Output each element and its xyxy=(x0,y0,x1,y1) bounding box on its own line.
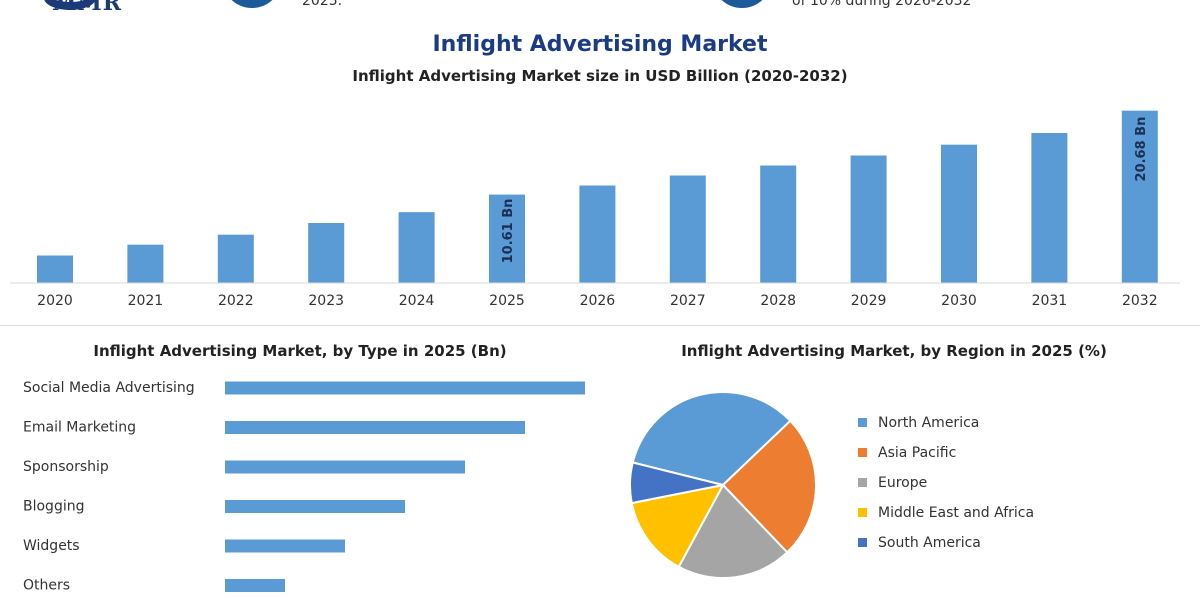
type-bar-email-marketing xyxy=(225,421,525,434)
logo-swoosh-icon xyxy=(44,0,96,10)
type-bar-others xyxy=(225,579,285,592)
type-label-others: Others xyxy=(23,578,70,594)
x-tick-2021: 2021 xyxy=(128,293,164,309)
bar-2022 xyxy=(217,234,254,283)
region-chart-title: Inflight Advertising Market, by Region i… xyxy=(681,342,1107,360)
x-tick-2020: 2020 xyxy=(37,293,73,309)
x-tick-2026: 2026 xyxy=(580,293,616,309)
legend-label-asia-pacific: Asia Pacific xyxy=(878,445,956,461)
brand-logo-text: MMR xyxy=(52,0,122,16)
bar-2026 xyxy=(579,185,616,283)
x-tick-2030: 2030 xyxy=(941,293,977,309)
x-tick-2029: 2029 xyxy=(851,293,887,309)
x-tick-2022: 2022 xyxy=(218,293,254,309)
x-tick-2027: 2027 xyxy=(670,293,706,309)
strip-text-left: 2025. xyxy=(302,0,343,9)
section-divider xyxy=(0,325,1200,326)
type-hbar-chart: Inflight Advertising Market, by Type in … xyxy=(23,342,585,594)
bar-2021 xyxy=(127,244,164,283)
legend-swatch-middle-east-and-africa xyxy=(858,508,867,517)
type-bar-blogging xyxy=(225,500,405,513)
pie-slice-middle-east-and-africa xyxy=(630,483,725,569)
chart-subtitle: Inflight Advertising Market size in USD … xyxy=(352,67,848,85)
data-label-2025: 10.61 Bn xyxy=(501,199,516,264)
pie-slice-north-america xyxy=(631,391,792,487)
x-tick-2024: 2024 xyxy=(399,293,435,309)
legend-swatch-south-america xyxy=(858,538,867,547)
type-label-widgets: Widgets xyxy=(23,538,80,554)
data-label-2032: 20.68 Bn xyxy=(1134,117,1149,182)
x-tick-2023: 2023 xyxy=(308,293,344,309)
type-bar-sponsorship xyxy=(225,460,465,474)
bar-2020 xyxy=(37,255,73,283)
legend-label-south-america: South America xyxy=(878,535,981,551)
pie-slice-asia-pacific xyxy=(721,419,817,554)
bar-2032 xyxy=(1121,110,1158,284)
bar-2029 xyxy=(850,155,887,283)
strip-text-right: of 10% during 2026-2032 xyxy=(792,0,972,9)
x-tick-2031: 2031 xyxy=(1032,293,1068,309)
page-title: Inflight Advertising Market xyxy=(432,32,768,57)
type-label-social-media-advertising: Social Media Advertising xyxy=(23,380,195,396)
bar-2024 xyxy=(398,212,435,283)
pie-slice-europe xyxy=(677,483,789,579)
market-size-bar-chart: 2020 2021 2022 2023 2024 2025 10.61 Bn 2026 2027… xyxy=(10,110,1180,309)
type-chart-title: Inflight Advertising Market, by Type in … xyxy=(93,342,506,360)
legend-swatch-north-america xyxy=(858,418,867,427)
type-bar-social-media-advertising xyxy=(225,381,585,395)
type-label-blogging: Blogging xyxy=(23,499,84,515)
legend-label-north-america: North America xyxy=(878,415,979,431)
legend-swatch-europe xyxy=(858,478,867,487)
x-tick-2032: 2032 xyxy=(1122,293,1158,309)
pie-slice-south-america xyxy=(629,461,724,505)
bar-2027 xyxy=(669,175,706,283)
type-bar-widgets xyxy=(225,539,345,553)
x-tick-2028: 2028 xyxy=(760,293,796,309)
bar-2023 xyxy=(308,223,345,283)
region-pie-chart: Inflight Advertising Market, by Region i… xyxy=(629,342,1107,579)
bar-2028 xyxy=(760,165,797,283)
type-label-email-marketing: Email Marketing xyxy=(23,420,136,436)
bar-2025 xyxy=(489,194,525,283)
legend-label-middle-east-and-africa: Middle East and Africa xyxy=(878,505,1034,521)
bar-2030 xyxy=(941,144,977,283)
type-label-sponsorship: Sponsorship xyxy=(23,459,109,475)
x-tick-2025: 2025 xyxy=(489,293,525,309)
top-strip: MMR 2025. of 10% during 2026-2032 xyxy=(0,0,1200,20)
circle-icon-left xyxy=(222,0,282,8)
legend-label-europe: Europe xyxy=(878,475,927,491)
bar-2031 xyxy=(1031,133,1068,283)
circle-icon-right xyxy=(712,0,772,8)
legend-swatch-asia-pacific xyxy=(858,448,867,457)
